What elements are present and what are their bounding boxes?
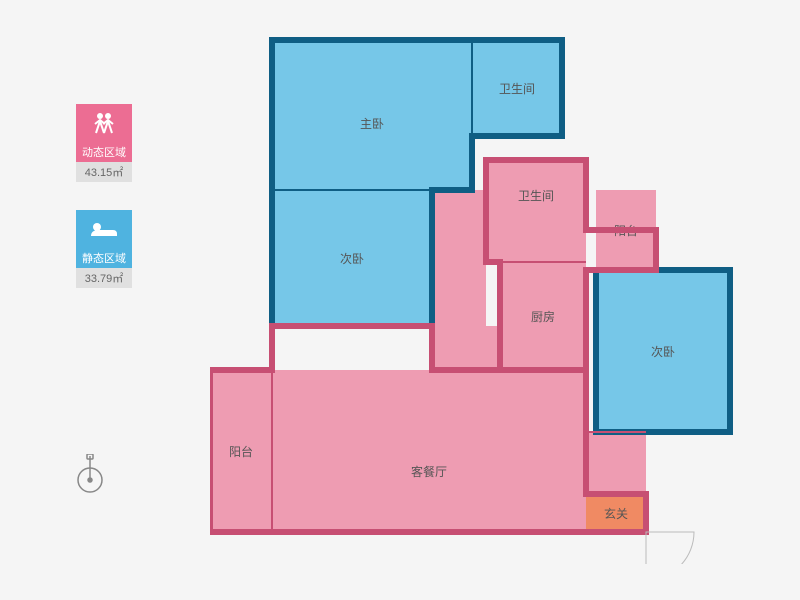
legend: 动态区域43.15㎡静态区域33.79㎡ (76, 104, 132, 288)
walls-overlay (210, 34, 750, 564)
dynamic-zone-icon (76, 104, 132, 142)
floorplan-canvas: 动态区域43.15㎡静态区域33.79㎡ 主卧卫生间次卧卫生间阳台厨房次卧阳台客… (0, 0, 800, 600)
legend-label: 动态区域 (76, 142, 132, 162)
legend-item-dynamic: 动态区域43.15㎡ (76, 104, 132, 182)
static-zone-icon (76, 210, 132, 248)
legend-value: 33.79㎡ (76, 268, 132, 288)
legend-item-static: 静态区域33.79㎡ (76, 210, 132, 288)
legend-value: 43.15㎡ (76, 162, 132, 182)
door-arc (646, 532, 694, 564)
compass-icon (74, 454, 106, 501)
floor-plan: 主卧卫生间次卧卫生间阳台厨房次卧阳台客餐厅玄关 (210, 34, 750, 564)
legend-label: 静态区域 (76, 248, 132, 268)
